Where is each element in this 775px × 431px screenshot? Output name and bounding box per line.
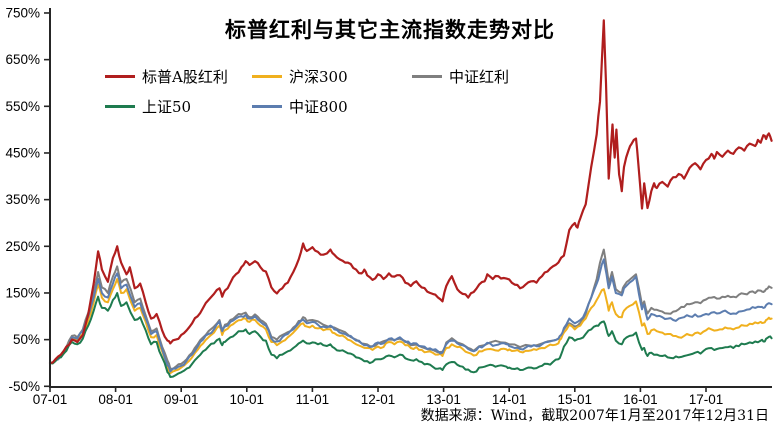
svg-text:350%: 350% [5, 192, 40, 207]
svg-text:14-01: 14-01 [492, 392, 527, 407]
legend-label: 沪深300 [289, 67, 348, 86]
x-axis-tick-labels: 07-01 08-01 09-01 10-01 11-01 12-01 13-01 14-01… [33, 392, 724, 407]
data-source-note: 数据来源：Wind，截取2007年1月至2017年12月31日 [420, 408, 769, 424]
legend-label: 上证50 [142, 97, 192, 116]
svg-text:-50%: -50% [8, 379, 40, 394]
svg-text:450%: 450% [5, 145, 40, 160]
chart-title: 标普红利与其它主流指数走势对比 [225, 17, 555, 42]
legend-item-hs300: 沪深300 [252, 66, 348, 86]
legend-item-sse50: 上证50 [105, 96, 191, 116]
y-axis-tick-labels: 750% 650% 550% 450% 350% 250% 150% 50% -50% [5, 5, 40, 393]
legend-swatch-gray-line-icon [412, 74, 442, 78]
series-line-sse50 [49, 292, 773, 378]
svg-text:07-01: 07-01 [33, 392, 68, 407]
axes [44, 8, 772, 392]
svg-text:650%: 650% [5, 52, 40, 67]
svg-text:15-01: 15-01 [558, 392, 593, 407]
svg-text:11-01: 11-01 [296, 392, 330, 407]
svg-text:17-01: 17-01 [689, 392, 724, 407]
svg-text:150%: 150% [5, 285, 40, 300]
series-line-sp-a-dividend [48, 19, 773, 365]
legend-label: 中证红利 [449, 67, 510, 86]
legend-label: 标普A股红利 [142, 67, 228, 86]
series-line-hs300 [49, 278, 773, 375]
legend-item-csi800: 中证800 [252, 96, 348, 116]
series-lines [48, 19, 773, 378]
svg-text:08-01: 08-01 [98, 392, 133, 407]
legend-swatch-gold-line-icon [252, 74, 282, 78]
legend-swatch-green-line-icon [105, 104, 135, 108]
legend-label: 中证800 [289, 97, 348, 116]
svg-text:16-01: 16-01 [623, 392, 658, 407]
svg-text:750%: 750% [5, 5, 40, 20]
svg-text:550%: 550% [5, 99, 40, 114]
svg-text:13-01: 13-01 [426, 392, 461, 407]
legend-swatch-red-line-icon [105, 74, 135, 78]
svg-text:10-01: 10-01 [230, 392, 265, 407]
legend-item-csi-dividend: 中证红利 [412, 66, 509, 86]
series-line-csi800 [49, 258, 773, 373]
legend-swatch-blue-line-icon [252, 104, 282, 108]
legend-item-sp-a-dividend: 标普A股红利 [105, 66, 228, 86]
svg-text:09-01: 09-01 [164, 392, 199, 407]
svg-text:50%: 50% [13, 332, 40, 347]
svg-text:12-01: 12-01 [361, 392, 396, 407]
svg-text:250%: 250% [5, 239, 40, 254]
